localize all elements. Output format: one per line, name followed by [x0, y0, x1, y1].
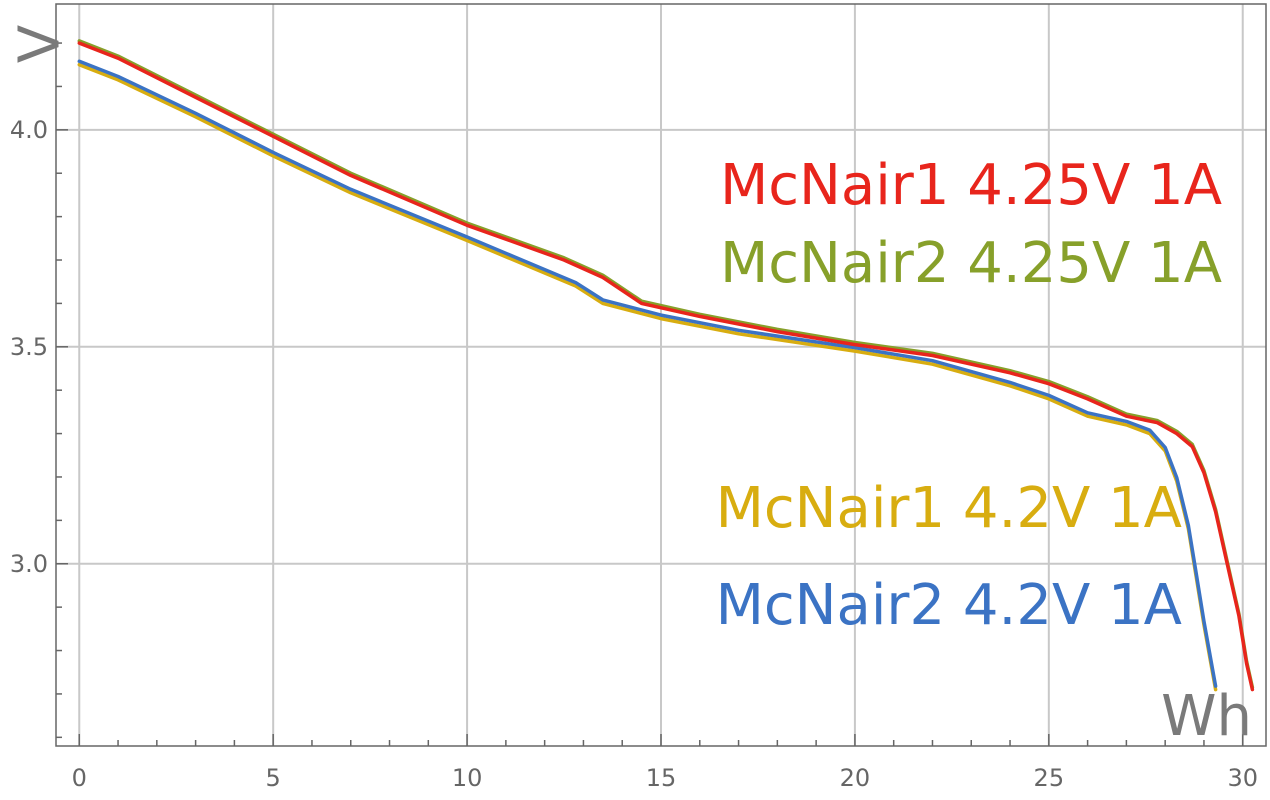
series-lines [77, 39, 1255, 692]
x-tick-label: 30 [1227, 764, 1258, 792]
x-tick-label: 5 [266, 764, 281, 792]
legend-entry-mcnair1-42v: McNair1 4.2V 1A [716, 476, 1182, 541]
x-tick-label: 20 [840, 764, 871, 792]
grid [56, 4, 1266, 746]
legend-entry-mcnair1-425v: McNair1 4.25V 1A [720, 153, 1222, 218]
x-axis-label: Wh [1161, 684, 1252, 749]
series-line-3 [77, 59, 1218, 688]
x-tick-label: 15 [646, 764, 677, 792]
x-tick-label: 0 [72, 764, 87, 792]
series-line-0 [77, 41, 1255, 692]
x-tick-label: 25 [1034, 764, 1065, 792]
legend-entry-mcnair2-42v: McNair2 4.2V 1A [716, 573, 1182, 638]
y-tick-label: 4.0 [10, 116, 48, 144]
y-tick-label: 3.5 [10, 333, 48, 361]
legend-entry-mcnair2-425v: McNair2 4.25V 1A [720, 231, 1222, 296]
y-tick-label: 3.0 [10, 550, 48, 578]
x-tick-label: 10 [452, 764, 483, 792]
y-axis-label: V [8, 25, 73, 63]
axis-ticks: 0 5 10 15 20 25 30 3.0 3.5 4.0 [10, 42, 1258, 792]
legend: McNair1 4.25V 1A McNair2 4.25V 1A McNair… [716, 153, 1222, 638]
